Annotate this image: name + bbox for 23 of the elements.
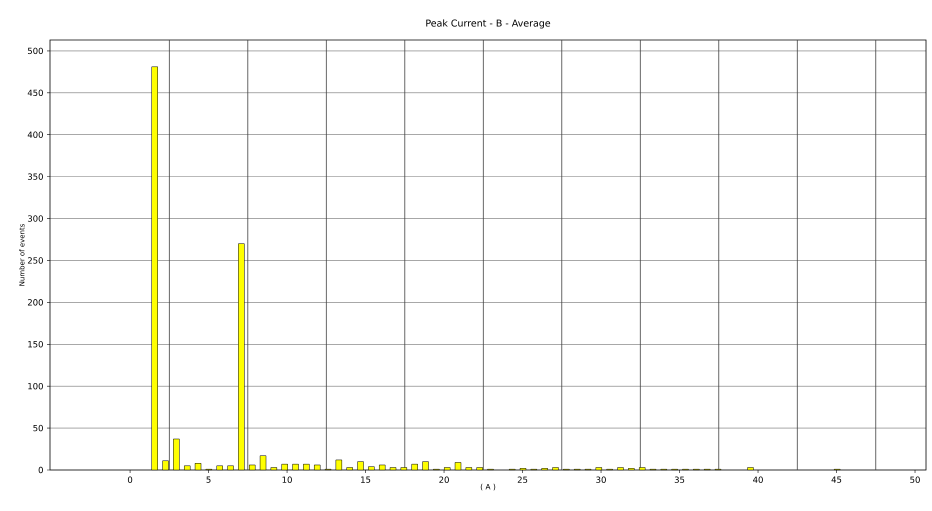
x-tick-label: 30 [596,476,606,483]
chart-title: Peak Current - B - Average [426,19,550,28]
y-tick-label: 50 [33,424,43,432]
y-tick-label: 250 [28,257,43,264]
y-tick-label: 150 [28,341,43,348]
y-tick-label: 200 [28,299,43,306]
x-tick-label: 45 [832,476,842,483]
x-tick-label: 0 [128,476,132,483]
y-tick-label: 450 [28,90,43,96]
y-tick-label: 500 [28,48,43,54]
y-tick-label: 300 [28,215,43,222]
y-tick-label: 400 [28,132,43,138]
x-tick-label: 35 [674,476,684,483]
x-tick-label: 25 [518,476,528,483]
y-tick-label: 350 [28,173,43,180]
x-tick-label: 50 [910,476,920,483]
x-tick-label: 5 [206,476,211,483]
x-tick-label: 10 [282,476,292,483]
y-tick-label: 100 [28,382,43,390]
x-tick-label: 40 [753,476,763,483]
x-tick-label: 15 [361,476,370,483]
x-tick-label: 20 [439,476,449,483]
y-tick-label: 0 [38,466,43,474]
